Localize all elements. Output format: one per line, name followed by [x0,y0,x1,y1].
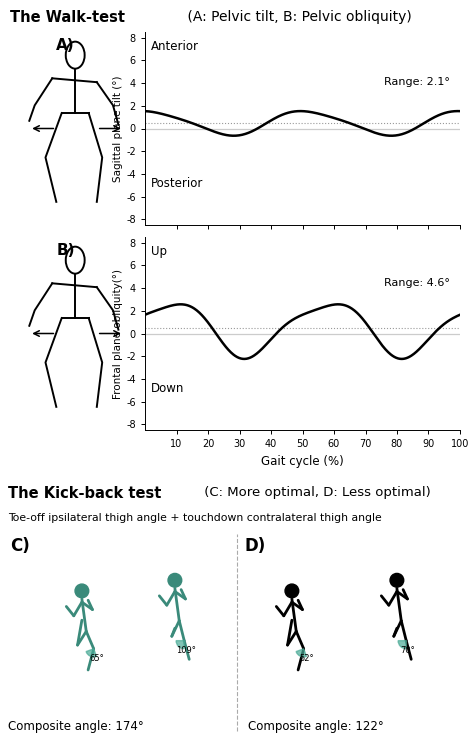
Text: (C: More optimal, D: Less optimal): (C: More optimal, D: Less optimal) [200,486,431,499]
Text: (A: Pelvic tilt, B: Pelvic obliquity): (A: Pelvic tilt, B: Pelvic obliquity) [183,10,412,24]
Text: Anterior: Anterior [151,40,199,53]
Text: Toe-off ipsilateral thigh angle + touchdown contralateral thigh angle: Toe-off ipsilateral thigh angle + touchd… [8,513,382,523]
Y-axis label: Frontal plane obliquity(°): Frontal plane obliquity(°) [113,269,123,398]
X-axis label: Gait cycle (%): Gait cycle (%) [261,454,344,468]
Text: Posterior: Posterior [151,178,204,190]
Text: 70°: 70° [401,646,416,655]
Circle shape [285,584,299,598]
Text: 52°: 52° [300,653,314,662]
Text: Composite angle: 174°: Composite angle: 174° [8,721,144,733]
Text: D): D) [245,536,266,554]
Text: B): B) [56,242,75,258]
Text: A): A) [56,38,75,53]
Wedge shape [398,641,406,649]
Text: Down: Down [151,382,185,395]
Circle shape [75,584,89,598]
Text: 109°: 109° [176,646,196,655]
Text: The Kick-back test: The Kick-back test [8,486,161,501]
Text: 65°: 65° [90,653,104,662]
Wedge shape [176,641,184,649]
Circle shape [390,574,404,587]
Wedge shape [296,649,307,657]
Text: Up: Up [151,245,167,257]
Text: Range: 2.1°: Range: 2.1° [384,77,450,87]
Text: Range: 4.6°: Range: 4.6° [384,278,450,288]
Text: Composite angle: 122°: Composite angle: 122° [248,721,384,733]
Circle shape [168,574,182,587]
Y-axis label: Sagittal plane tilt (°): Sagittal plane tilt (°) [113,75,123,182]
Wedge shape [86,649,97,657]
Text: C): C) [10,536,30,554]
Text: The Walk-test: The Walk-test [9,10,125,25]
